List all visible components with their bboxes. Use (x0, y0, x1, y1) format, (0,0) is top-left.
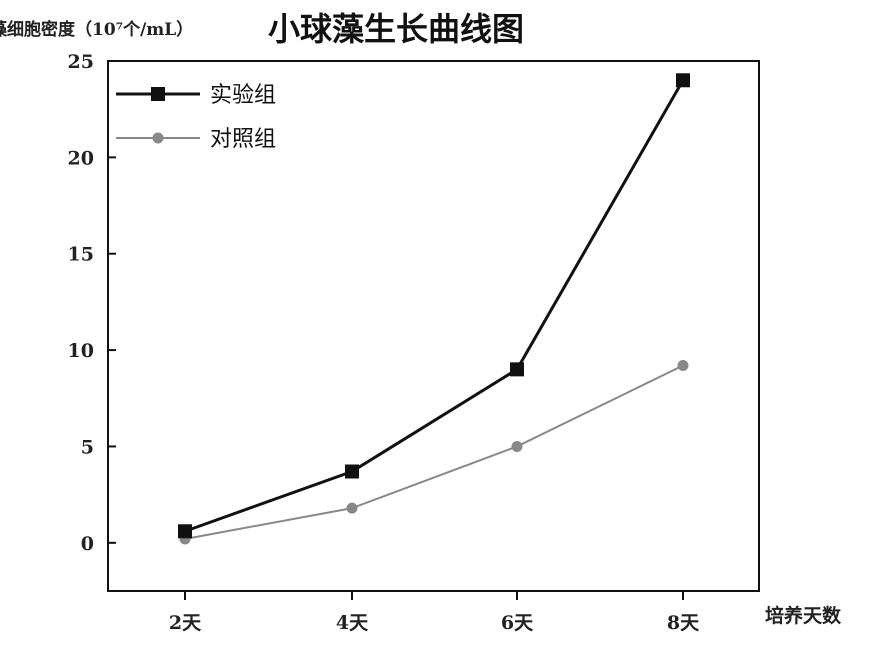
x-tick-label: 8天 (667, 612, 700, 634)
data-point-circle (677, 360, 689, 372)
y-tick-label: 15 (68, 244, 94, 266)
data-point-square (510, 362, 524, 377)
y-tick-label: 25 (68, 51, 94, 73)
series-line (184, 364, 684, 540)
y-axis-ticks: 0 5 10 15 20 25 (68, 51, 116, 555)
legend-marker-square (151, 87, 165, 101)
series-line (184, 79, 685, 533)
series-layer (178, 73, 690, 545)
y-tick-label: 0 (81, 533, 94, 555)
y-tick-label: 5 (81, 436, 94, 458)
x-axis-label: 培养天数 (765, 604, 842, 627)
x-axis-ticks: 2天 4天 6天 8天 (169, 591, 700, 634)
data-point-circle (346, 502, 358, 514)
data-point-circle (511, 440, 523, 452)
legend-label: 对照组 (210, 127, 276, 152)
data-point-square (676, 73, 690, 88)
y-axis-label: 藻细胞密度（10⁷个/mL） (0, 19, 193, 40)
y-tick-label: 20 (68, 147, 94, 169)
legend-marker-circle (152, 132, 164, 144)
data-point-square (178, 524, 192, 539)
data-point-square (345, 464, 359, 479)
plot-area-frame (107, 60, 760, 592)
x-tick-label: 4天 (336, 612, 369, 634)
chart-title: 小球藻生长曲线图 (268, 10, 524, 48)
x-tick-label: 6天 (501, 612, 534, 634)
x-tick-label: 2天 (169, 612, 202, 634)
legend-label: 实验组 (210, 83, 276, 108)
y-tick-label: 10 (68, 340, 94, 362)
